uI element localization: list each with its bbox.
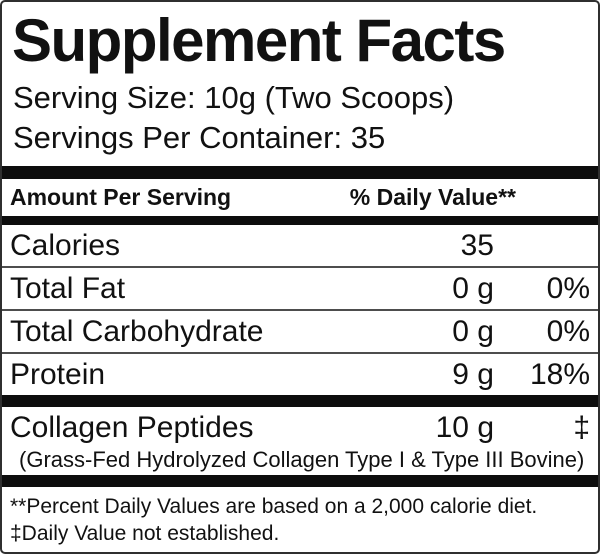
nutrient-amount: 0 g bbox=[452, 314, 494, 348]
thick-divider-footnotes bbox=[2, 475, 598, 487]
nutrient-name: Total Fat bbox=[10, 271, 126, 305]
table-row-protein: Protein 9 g 18% bbox=[2, 354, 598, 395]
footnote-not-established: ‡Daily Value not established. bbox=[10, 522, 280, 545]
nutrient-name: Protein bbox=[10, 357, 106, 391]
nutrient-amount: 35 bbox=[460, 228, 494, 262]
nutrient-amount: 9 g bbox=[452, 357, 494, 391]
thick-divider-ingredient bbox=[2, 395, 598, 407]
serving-size-line: Serving Size: 10g (Two Scoops) bbox=[13, 80, 455, 115]
nutrient-amount: 0 g bbox=[452, 271, 494, 305]
ingredient-description: (Grass-Fed Hydrolyzed Collagen Type I & … bbox=[19, 447, 585, 472]
daily-value-header: % Daily Value** bbox=[349, 184, 516, 210]
label-title: Supplement Facts bbox=[12, 7, 506, 74]
nutrient-daily-value: 0% bbox=[546, 314, 590, 348]
thick-divider-top bbox=[2, 166, 598, 179]
table-column-header: Amount Per Serving % Daily Value** bbox=[2, 179, 598, 216]
table-row-total-fat: Total Fat 0 g 0% bbox=[2, 268, 598, 311]
thick-divider-header bbox=[2, 216, 598, 225]
ingredient-amount: 10 g bbox=[435, 411, 494, 444]
ingredient-daily-value: ‡ bbox=[573, 411, 590, 444]
servings-per-container-line: Servings Per Container: 35 bbox=[13, 120, 386, 155]
nutrient-name: Calories bbox=[10, 228, 121, 262]
nutrient-daily-value: 18% bbox=[529, 357, 590, 391]
nutrient-daily-value: 0% bbox=[546, 271, 590, 305]
serving-info: Serving Size: 10g (Two Scoops) Servings … bbox=[2, 74, 598, 162]
footnote-daily-values: **Percent Daily Values are based on a 2,… bbox=[10, 495, 538, 518]
table-row-total-carbohydrate: Total Carbohydrate 0 g 0% bbox=[2, 311, 598, 354]
nutrient-name: Total Carbohydrate bbox=[10, 314, 264, 348]
table-row-collagen-peptides: Collagen Peptides 10 g ‡ bbox=[2, 407, 598, 447]
footnotes-section: **Percent Daily Values are based on a 2,… bbox=[2, 487, 598, 552]
amount-per-serving-header: Amount Per Serving bbox=[10, 184, 232, 210]
table-row-calories: Calories 35 bbox=[2, 225, 598, 268]
title-section: Supplement Facts bbox=[2, 2, 598, 74]
ingredient-name: Collagen Peptides bbox=[10, 411, 254, 444]
